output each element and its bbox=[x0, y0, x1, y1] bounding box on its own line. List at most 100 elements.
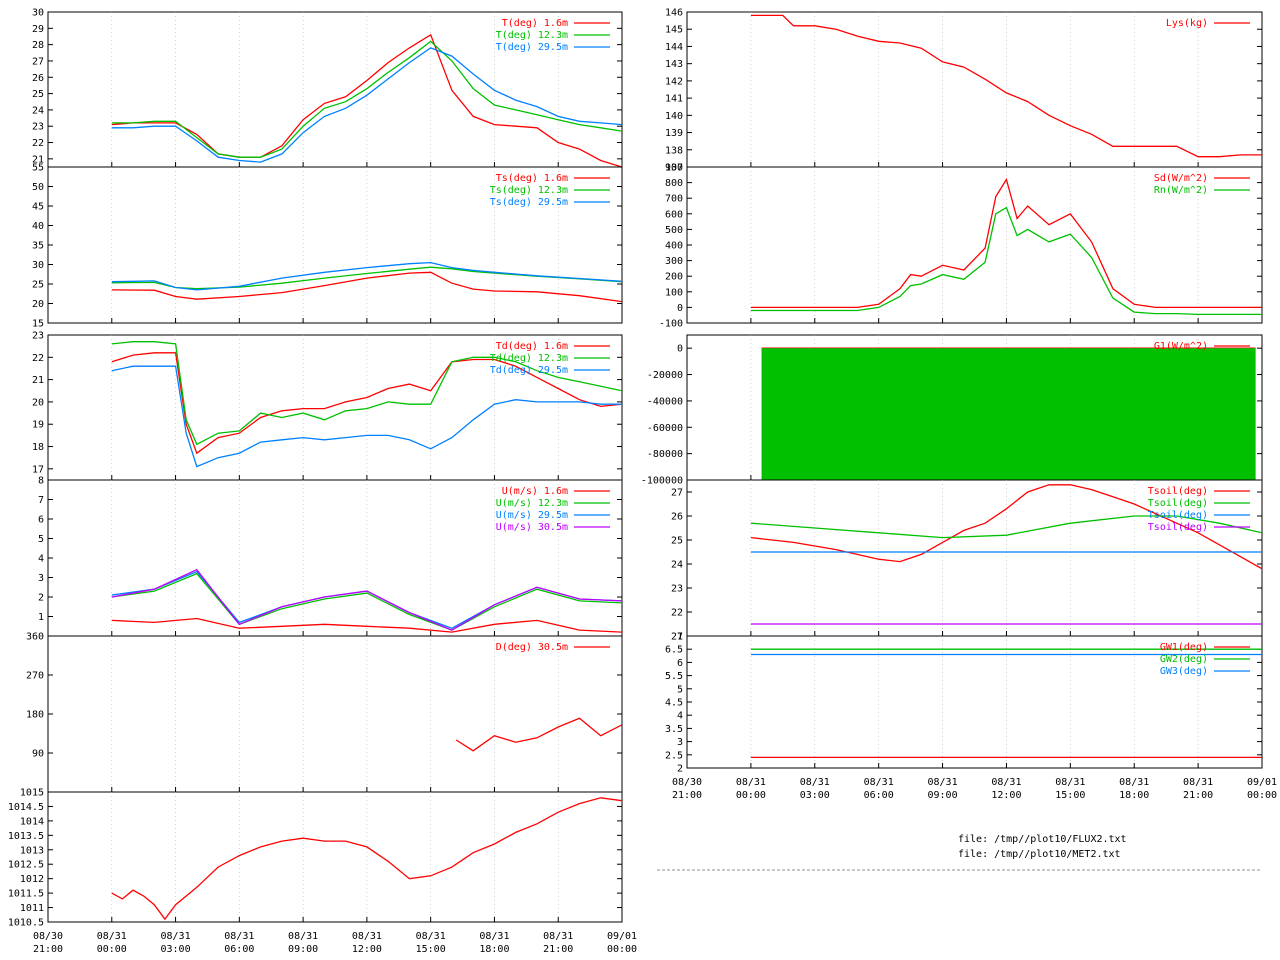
x-tick-time: 09:00 bbox=[928, 790, 958, 801]
y-tick-label: 100 bbox=[665, 287, 683, 298]
y-tick-label: 3 bbox=[38, 573, 44, 584]
x-tick-time: 00:00 bbox=[736, 790, 766, 801]
y-tick-label: 90 bbox=[32, 749, 44, 760]
y-tick-label: 139 bbox=[665, 128, 683, 139]
y-tick-label: 21 bbox=[671, 632, 683, 643]
y-tick-label: 141 bbox=[665, 94, 683, 105]
legend-label: T(deg) 1.6m bbox=[502, 18, 568, 29]
series-line-tdew-1 bbox=[111, 341, 622, 446]
x-tick-time: 06:00 bbox=[864, 790, 894, 801]
y-tick-label: 55 bbox=[32, 163, 44, 174]
series-line-tsoil-0 bbox=[750, 484, 1262, 570]
x-tick-date: 08/31 bbox=[161, 931, 191, 942]
x-tick-time: 06:00 bbox=[224, 944, 254, 955]
legend-label: G2(W/m^2) bbox=[1154, 353, 1208, 364]
y-tick-label: 35 bbox=[32, 241, 44, 252]
x-tick-time: 15:00 bbox=[416, 944, 446, 955]
x-tick-time: 00:00 bbox=[1247, 790, 1277, 801]
x-tick-time: 03:00 bbox=[161, 944, 191, 955]
series-line-tdew-2 bbox=[111, 365, 622, 468]
y-tick-label: 200 bbox=[665, 272, 683, 283]
file-label-flux: file: /tmp//plot10/FLUX2.txt bbox=[958, 834, 1127, 845]
y-tick-label: 29 bbox=[32, 24, 44, 35]
y-tick-label: 45 bbox=[32, 202, 44, 213]
y-tick-label: 1010.5 bbox=[8, 918, 44, 929]
y-tick-label: 25 bbox=[32, 89, 44, 100]
y-tick-label: 270 bbox=[26, 671, 44, 682]
legend-label: Rn(W/m^2) bbox=[1154, 185, 1208, 196]
y-tick-label: 142 bbox=[665, 76, 683, 87]
y-tick-label: 2 bbox=[38, 593, 44, 604]
y-tick-label: 145 bbox=[665, 25, 683, 36]
series-line-temp-0 bbox=[111, 33, 622, 167]
y-tick-label: 25 bbox=[671, 536, 683, 547]
x-tick-time: 21:00 bbox=[33, 944, 63, 955]
panel-gw: 7 6.5 6 5.5 5 4.5 4 3.5 3 2.5 2 GW1(deg)GW2(deg)GW3… bbox=[665, 632, 1263, 775]
y-tick-label: -60000 bbox=[647, 423, 683, 434]
y-tick-label: 28 bbox=[32, 40, 44, 51]
y-tick-label: 20 bbox=[32, 299, 44, 310]
legend-label: Sd(W/m^2) bbox=[1154, 173, 1208, 184]
x-tick-time: 18:00 bbox=[1119, 790, 1149, 801]
y-tick-label: 1011.5 bbox=[8, 889, 44, 900]
legend-label: U(m/s) 12.3m bbox=[496, 498, 568, 509]
plot-frame bbox=[686, 11, 1263, 168]
y-tick-label: 6 bbox=[38, 515, 44, 526]
y-tick-label: 500 bbox=[665, 225, 683, 236]
y-tick-label: 15 bbox=[32, 319, 44, 330]
y-tick-label: 180 bbox=[26, 710, 44, 721]
legend-label: T(deg) 12.3m bbox=[496, 30, 568, 41]
y-tick-label: 1015 bbox=[20, 788, 44, 799]
y-tick-label: 24 bbox=[671, 560, 683, 571]
legend-label: GW3(deg) bbox=[1160, 666, 1208, 677]
x-tick-date: 08/31 bbox=[736, 777, 766, 788]
y-tick-label: 23 bbox=[671, 584, 683, 595]
legend-label: Tsoil(deg) bbox=[1148, 486, 1208, 497]
y-tick-label: 5 bbox=[38, 534, 44, 545]
y-tick-label: 7 bbox=[677, 632, 683, 643]
x-axis-left: 08/30 21:00 08/31 00:00 08/31 03:00 08/31 06:00… bbox=[33, 931, 637, 955]
x-tick-date: 08/31 bbox=[928, 777, 958, 788]
x-tick-date: 08/31 bbox=[352, 931, 382, 942]
y-tick-label: 27 bbox=[671, 488, 683, 499]
y-tick-label: 24 bbox=[32, 105, 44, 116]
x-axis-right: 08/30 21:00 08/31 00:00 08/31 03:00 08/31 06:00… bbox=[672, 777, 1277, 801]
legend-label: T(deg) 29.5m bbox=[496, 42, 568, 53]
series-line-tsurf-0 bbox=[111, 271, 622, 303]
y-tick-label: 26 bbox=[32, 73, 44, 84]
y-tick-label: 22 bbox=[32, 353, 44, 364]
y-tick-label: 0 bbox=[677, 344, 683, 355]
y-tick-label: 1 bbox=[38, 612, 44, 623]
y-tick-label: 23 bbox=[32, 331, 44, 342]
panel-rad: 900 800 700 600 500 400 300 200 100 0 -100 Sd(W/m^2… bbox=[659, 163, 1263, 330]
x-tick-date: 08/31 bbox=[800, 777, 830, 788]
y-tick-label: 800 bbox=[665, 178, 683, 189]
series-line-temp-2 bbox=[111, 47, 622, 163]
legend-label: G1(W/m^2) bbox=[1154, 341, 1208, 352]
y-tick-label: 50 bbox=[32, 182, 44, 193]
x-tick-date: 08/31 bbox=[991, 777, 1021, 788]
series-line-tdew-0 bbox=[111, 352, 622, 455]
x-tick-time: 21:00 bbox=[543, 944, 573, 955]
x-tick-time: 03:00 bbox=[800, 790, 830, 801]
y-tick-label: 137 bbox=[665, 163, 683, 174]
y-tick-label: 360 bbox=[26, 632, 44, 643]
y-tick-label: 23 bbox=[32, 122, 44, 133]
x-tick-time: 12:00 bbox=[991, 790, 1021, 801]
series-line-wdir-0 bbox=[455, 717, 622, 752]
y-tick-label: 400 bbox=[665, 241, 683, 252]
y-tick-label: 5 bbox=[677, 684, 683, 695]
legend-label: D(deg) 30.5m bbox=[496, 642, 568, 653]
plot-frame bbox=[47, 791, 623, 923]
panel-lys: 146 145 144 143 142 141 140 139 138 137 Lys(kg) bbox=[665, 8, 1263, 174]
x-tick-date: 08/30 bbox=[33, 931, 63, 942]
y-tick-label: 700 bbox=[665, 194, 683, 205]
series-line-temp-1 bbox=[111, 40, 622, 158]
y-tick-label: 0 bbox=[677, 303, 683, 314]
y-tick-label: 30 bbox=[32, 8, 44, 19]
y-tick-label: -20000 bbox=[647, 370, 683, 381]
legend-label: Td(deg) 12.3m bbox=[490, 353, 568, 364]
y-tick-label: 6 bbox=[677, 658, 683, 669]
y-tick-label: 8 bbox=[38, 476, 44, 487]
